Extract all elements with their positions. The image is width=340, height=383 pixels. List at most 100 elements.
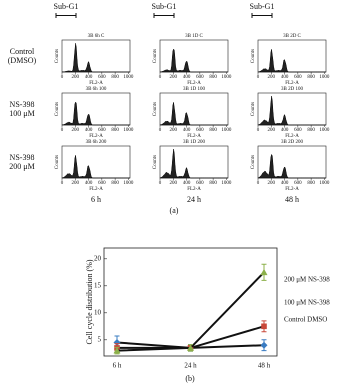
- histogram: [257, 49, 326, 73]
- marker: [261, 323, 267, 330]
- panel-frame: [61, 39, 131, 73]
- x-tick-label: 6 h: [113, 362, 122, 370]
- marker: [187, 344, 194, 351]
- y-axis-label: Counts: [55, 49, 60, 63]
- x-tick-label: 600: [196, 181, 204, 186]
- x-tick-label: 800: [111, 128, 119, 133]
- y-axis-label: Counts: [55, 102, 60, 116]
- row-label: NS-398: [10, 153, 35, 162]
- panel-frame: [61, 145, 131, 179]
- x-tick-label: 600: [294, 128, 302, 133]
- y-axis-label: Cell cycle distribution (%): [85, 259, 94, 344]
- x-tick-label: 200: [268, 75, 276, 80]
- panel-title: 3B 2D C: [283, 34, 301, 39]
- series-line: [116, 271, 265, 352]
- x-tick-label: 24 h: [184, 362, 197, 370]
- sub-g1-bracket: [55, 13, 77, 18]
- x-tick-label: 0: [257, 128, 260, 133]
- x-tick-label: 1000: [319, 181, 330, 186]
- y-tick-label: 15: [94, 281, 102, 289]
- x-axis-label: FL2-A: [89, 187, 103, 192]
- row-label: Control: [10, 47, 35, 56]
- x-tick-label: 0: [257, 181, 260, 186]
- y-axis-label: Counts: [153, 102, 158, 116]
- panel-frame: [257, 39, 327, 73]
- histogram: [61, 101, 130, 126]
- x-tick-label: 0: [61, 128, 64, 133]
- series-label: Control DMSO: [284, 316, 327, 324]
- x-tick-label: 400: [281, 75, 289, 80]
- row-label: 200 μM: [9, 162, 34, 171]
- marker: [260, 268, 268, 276]
- x-tick-label: 400: [183, 75, 191, 80]
- row-label: 100 μM: [9, 109, 34, 118]
- y-tick-label: 5: [98, 335, 102, 343]
- panel-title: 3B 1D 100: [183, 87, 205, 92]
- x-tick-label: 200: [72, 75, 80, 80]
- x-axis-label: FL2-A: [187, 134, 201, 139]
- histogram: [159, 148, 228, 179]
- x-tick-label: 400: [183, 128, 191, 133]
- column-label: 48 h: [285, 195, 299, 204]
- x-tick-label: 1000: [221, 75, 232, 80]
- x-axis-label: FL2-A: [89, 81, 103, 86]
- x-tick-label: 400: [183, 181, 191, 186]
- x-tick-label: 600: [294, 75, 302, 80]
- x-tick-label: 800: [307, 181, 315, 186]
- sub-g1-label: Sub-G1: [54, 2, 79, 11]
- panel-frame: [159, 92, 229, 126]
- marker: [113, 347, 121, 354]
- panel-frame: [159, 145, 229, 179]
- panel-title: 3B 2D 100: [281, 87, 303, 92]
- panel-frame: [159, 39, 229, 73]
- x-tick-label: 600: [98, 181, 106, 186]
- x-tick-label: 1000: [221, 128, 232, 133]
- panel-title: 3B 6h 100: [86, 87, 107, 92]
- x-tick-label: 600: [196, 128, 204, 133]
- x-tick-label: 400: [85, 128, 93, 133]
- x-tick-label: 200: [170, 181, 178, 186]
- y-axis-label: Counts: [55, 155, 60, 169]
- x-tick-label: 0: [61, 181, 64, 186]
- y-tick-label: 20: [94, 254, 102, 262]
- x-tick-label: 800: [209, 128, 217, 133]
- panel-frame: [257, 145, 327, 179]
- histogram: [159, 102, 228, 126]
- sub-g1-label: Sub-G1: [152, 2, 177, 11]
- x-tick-label: 0: [61, 75, 64, 80]
- x-axis-label: FL2-A: [285, 187, 299, 192]
- x-axis-label: FL2-A: [187, 81, 201, 86]
- x-tick-label: 600: [294, 181, 302, 186]
- x-tick-label: 600: [196, 75, 204, 80]
- y-axis-label: Counts: [153, 49, 158, 63]
- x-tick-label: 200: [72, 181, 80, 186]
- panel-title: 3B 1D 200: [183, 140, 205, 145]
- sub-g1-bracket: [251, 13, 273, 18]
- x-tick-label: 400: [281, 128, 289, 133]
- x-tick-label: 200: [268, 181, 276, 186]
- x-tick-label: 200: [268, 128, 276, 133]
- series-label: 100 μM NS-398: [284, 299, 330, 307]
- x-tick-label: 1000: [123, 128, 134, 133]
- x-tick-label: 1000: [319, 128, 330, 133]
- x-axis-label: FL2-A: [89, 134, 103, 139]
- y-tick-label: 10: [94, 308, 102, 316]
- y-axis-label: Counts: [251, 155, 256, 169]
- histogram: [61, 155, 130, 179]
- x-axis-label: FL2-A: [285, 81, 299, 86]
- panel-frame: [61, 92, 131, 126]
- x-tick-label: 1000: [221, 181, 232, 186]
- sub-g1-bracket: [153, 13, 175, 18]
- panel-title: 3B 1D C: [185, 34, 203, 39]
- x-tick-label: 600: [98, 75, 106, 80]
- column-label: 6 h: [91, 195, 101, 204]
- x-tick-label: 200: [170, 75, 178, 80]
- x-tick-label: 800: [209, 181, 217, 186]
- x-tick-label: 0: [159, 75, 162, 80]
- x-tick-label: 800: [307, 128, 315, 133]
- y-axis-label: Counts: [251, 102, 256, 116]
- x-tick-label: 1000: [123, 75, 134, 80]
- x-tick-label: 800: [111, 181, 119, 186]
- x-axis-label: FL2-A: [285, 134, 299, 139]
- x-tick-label: 1000: [319, 75, 330, 80]
